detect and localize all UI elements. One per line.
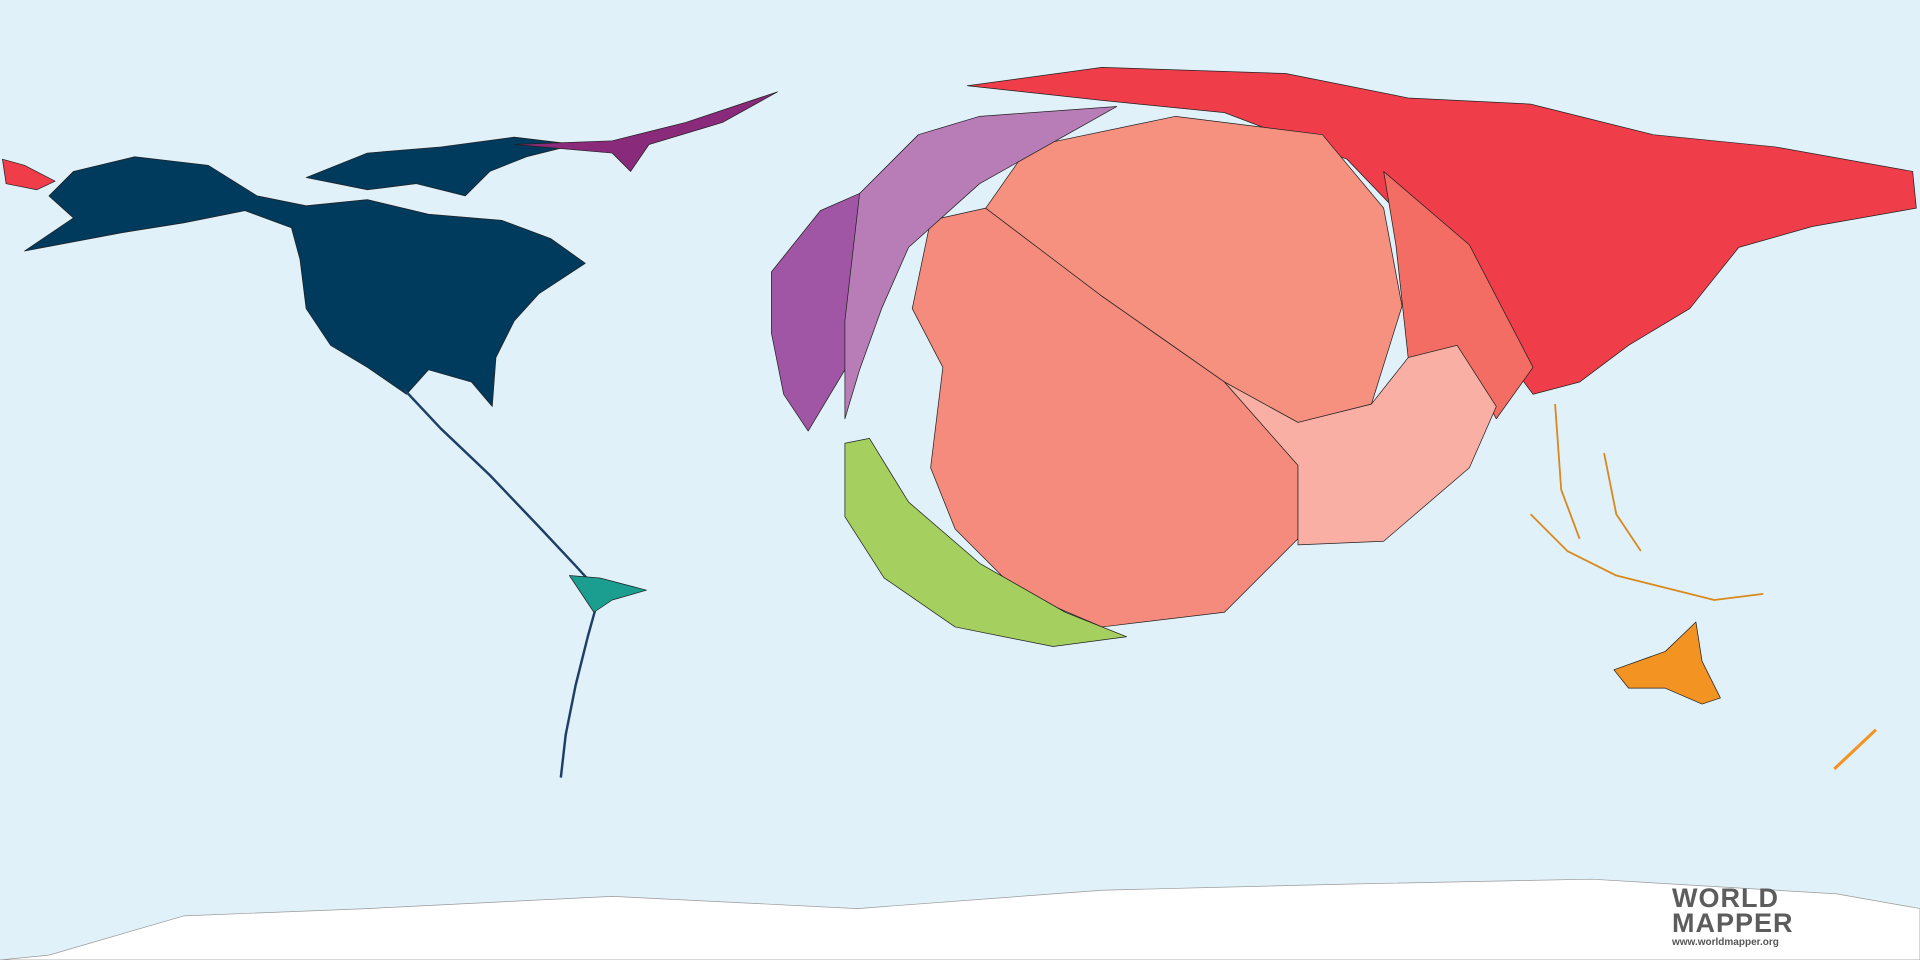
logo-url: www.worldmapper.org [1672,937,1779,948]
region-africa [844,438,1127,647]
region-alaska-west-tip [2,158,56,191]
region-southeast-asia [1224,344,1497,546]
region-brazil [569,575,647,613]
region-arctic-islands [305,136,576,197]
region-north-america [24,156,586,407]
region-maritime-islands [1529,404,1764,601]
worldmapper-logo: WORLD MAPPER www.worldmapper.org [1672,883,1812,949]
region-south-asia [911,207,1299,628]
region-new-zealand [1833,728,1877,771]
region-eastern-europe [844,106,1118,420]
region-greenland-arc [513,91,778,172]
logo-line-1: WORLD [1672,883,1779,913]
region-australia [1613,621,1721,705]
region-antarctica [0,878,1920,960]
logo-line-2: MAPPER [1672,908,1794,938]
